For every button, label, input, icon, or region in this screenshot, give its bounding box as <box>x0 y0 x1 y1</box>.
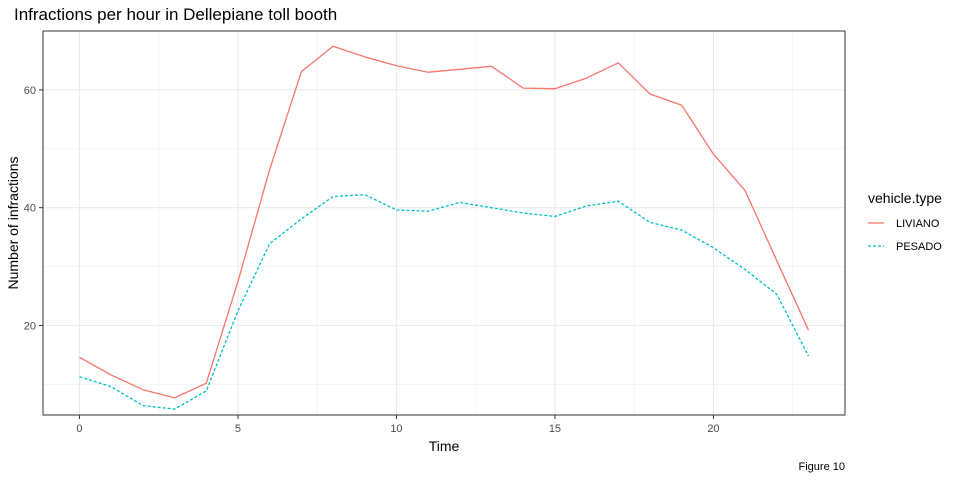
y-axis-title: Number of infractions <box>5 156 21 289</box>
minor-gridlines-x <box>158 31 794 415</box>
plot-border <box>42 30 846 416</box>
major-gridlines-x <box>78 31 714 415</box>
x-tick-label: 20 <box>707 423 719 435</box>
major-gridlines-y <box>43 89 845 327</box>
legend-title: vehicle.type <box>868 190 942 206</box>
y-tick-label: 20 <box>24 320 36 332</box>
plot-panel <box>43 31 845 415</box>
legend-label: PESADO <box>896 241 942 253</box>
series-line-pesado <box>79 194 810 410</box>
legend: vehicle.type LIVIANO PESADO <box>866 190 942 256</box>
x-tick-label: 15 <box>549 423 561 435</box>
y-tick-label: 60 <box>24 85 36 97</box>
chart-title: Infractions per hour in Dellepiane toll … <box>14 5 337 24</box>
figure-caption: Figure 10 <box>799 461 845 473</box>
series-line-liviano <box>79 45 810 399</box>
x-axis-title: Time <box>429 438 460 454</box>
x-axis-ticks: 0 5 10 15 20 <box>76 415 720 435</box>
x-tick-label: 5 <box>235 423 241 435</box>
y-tick-label: 40 <box>24 203 36 215</box>
series-lines <box>79 45 810 410</box>
x-tick-label: 0 <box>76 423 82 435</box>
y-axis-ticks: 20 40 60 <box>24 85 43 332</box>
x-tick-label: 10 <box>390 423 402 435</box>
legend-label: LIVIANO <box>896 218 940 230</box>
